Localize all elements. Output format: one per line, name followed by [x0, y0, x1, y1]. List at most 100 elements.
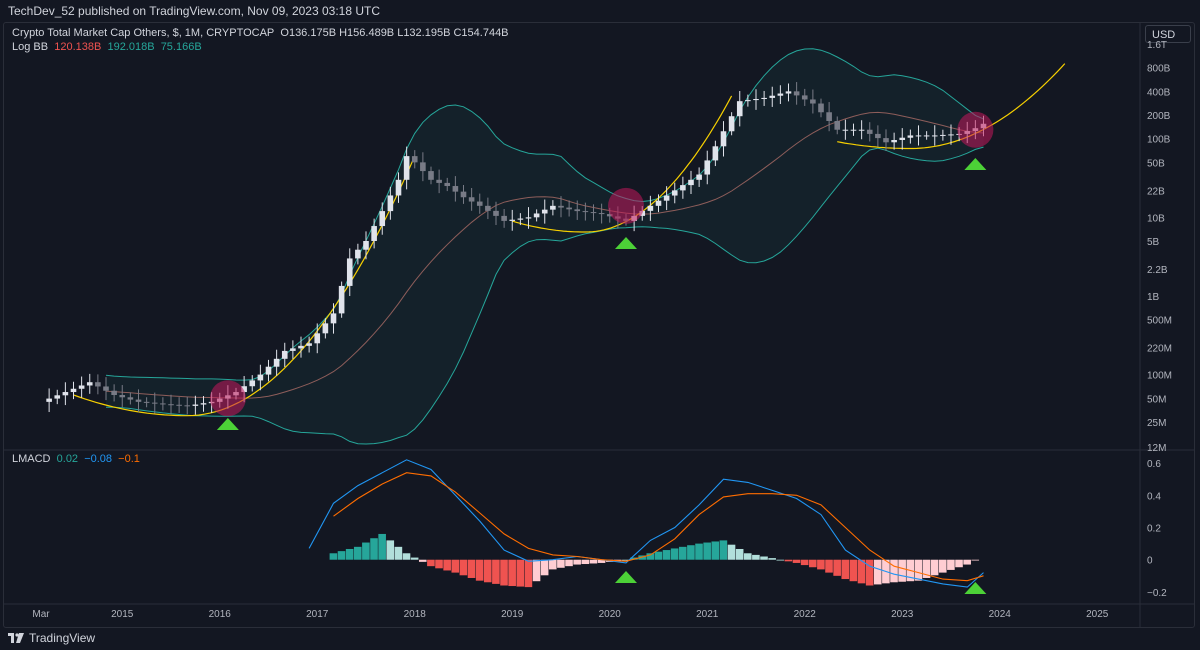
candle-body: [777, 93, 784, 96]
publisher-bar: TechDev_52 published on TradingView.com,…: [0, 0, 1200, 22]
candle-body: [606, 214, 613, 217]
currency-button[interactable]: USD: [1145, 25, 1191, 43]
histogram-bar: [776, 559, 785, 561]
candle-body: [151, 402, 158, 404]
histogram-bar: [427, 559, 435, 567]
candle-body: [793, 91, 800, 96]
candle-body: [176, 404, 182, 406]
histogram-bar: [808, 559, 817, 568]
histogram-bar: [857, 559, 866, 584]
candle-body: [103, 386, 109, 391]
price-axis-label: 10B: [1147, 213, 1165, 224]
histogram-bar: [345, 548, 354, 560]
highlight-circle: [957, 111, 994, 148]
histogram-bar: [735, 548, 744, 560]
ohlc-values: O136.175B H156.489B L132.195B C154.744B: [280, 27, 509, 39]
histogram-bar: [532, 559, 541, 582]
candle-body: [826, 112, 832, 121]
chart-frame: [3, 22, 1195, 628]
candle-body: [379, 211, 386, 227]
symbol-title[interactable]: Crypto Total Market Cap Others, $, 1M, C…: [12, 27, 275, 39]
candle-body: [899, 137, 906, 140]
candle-body: [290, 348, 296, 351]
histogram-bar: [938, 559, 947, 573]
candle-body: [403, 156, 410, 180]
osc-axis-label: 0: [1147, 556, 1153, 567]
histogram-bar: [768, 558, 776, 560]
histogram-bar: [467, 559, 476, 578]
candle-body: [647, 205, 654, 211]
candle-body: [688, 179, 694, 186]
histogram-bar: [841, 559, 850, 580]
candle-body: [257, 374, 264, 381]
time-axis-label: 2022: [794, 609, 817, 620]
histogram-bar: [418, 559, 427, 562]
candle-body: [940, 134, 946, 136]
histogram-bar: [898, 559, 906, 582]
candle-body: [704, 160, 711, 175]
candle-body: [468, 197, 475, 202]
histogram-bar: [752, 554, 760, 560]
osc-legend[interactable]: LMACD 0.02 −0.08 −0.1: [12, 453, 140, 465]
price-axis-label: 22B: [1147, 186, 1165, 197]
histogram-bar: [646, 553, 655, 560]
candle-body: [135, 399, 142, 402]
candle-body: [62, 392, 69, 396]
candle-body: [891, 139, 897, 143]
candle-body: [363, 240, 369, 250]
histogram-bar: [719, 540, 728, 560]
bb-legend[interactable]: Log BB 120.138B 192.018B 75.166B: [12, 41, 202, 53]
histogram-bar: [678, 546, 687, 560]
candle-body: [801, 95, 808, 100]
histogram-bar: [760, 556, 768, 560]
candle-body: [168, 404, 174, 406]
candle-body: [883, 138, 889, 143]
candle-body: [753, 98, 759, 101]
histogram-bar: [524, 559, 533, 588]
time-axis-label: 2016: [209, 609, 232, 620]
histogram-bar: [483, 559, 492, 583]
candle-body: [696, 174, 702, 180]
osc-axis-label: 0.6: [1147, 459, 1161, 470]
candle-body: [728, 116, 735, 132]
histogram-bar: [565, 559, 573, 567]
candle-body: [86, 382, 93, 386]
histogram-bar: [947, 559, 955, 570]
candle-body: [281, 350, 288, 359]
candle-body: [712, 146, 719, 161]
candle-body: [680, 185, 686, 191]
histogram-bar: [589, 559, 598, 564]
candle-body: [428, 171, 434, 180]
histogram: [329, 533, 980, 588]
histogram-bar: [622, 559, 630, 561]
candle-body: [745, 100, 751, 102]
candle-body: [761, 97, 767, 99]
histogram-bar: [394, 546, 403, 560]
time-axis-label: 2023: [891, 609, 914, 620]
lmacd-hist-value: 0.02: [56, 453, 79, 465]
histogram-bar: [402, 553, 411, 560]
candle-body: [834, 120, 841, 130]
lmacd-name: LMACD: [12, 453, 51, 465]
brand-name: TradingView: [29, 631, 96, 645]
candle-body: [70, 388, 77, 393]
histogram-bar: [475, 559, 484, 581]
histogram-bar: [557, 559, 565, 568]
tradingview-icon: [8, 633, 24, 643]
bb-basis-value: 120.138B: [54, 41, 102, 53]
candle-body: [598, 213, 605, 215]
footer: TradingView: [0, 628, 1200, 650]
candle-body: [338, 285, 345, 314]
price-pane: [46, 48, 1066, 445]
candle-body: [915, 135, 922, 137]
tradingview-logo[interactable]: TradingView: [8, 631, 95, 645]
candle-body: [127, 397, 134, 400]
histogram-bar: [410, 557, 419, 560]
buy-arrow-icon: [964, 582, 987, 594]
bb-name: Log BB: [12, 41, 49, 53]
price-axis-label: 800B: [1147, 64, 1171, 75]
histogram-bar: [873, 559, 882, 585]
publisher-line: TechDev_52 published on TradingView.com,…: [8, 4, 381, 18]
candle-body: [720, 131, 727, 147]
